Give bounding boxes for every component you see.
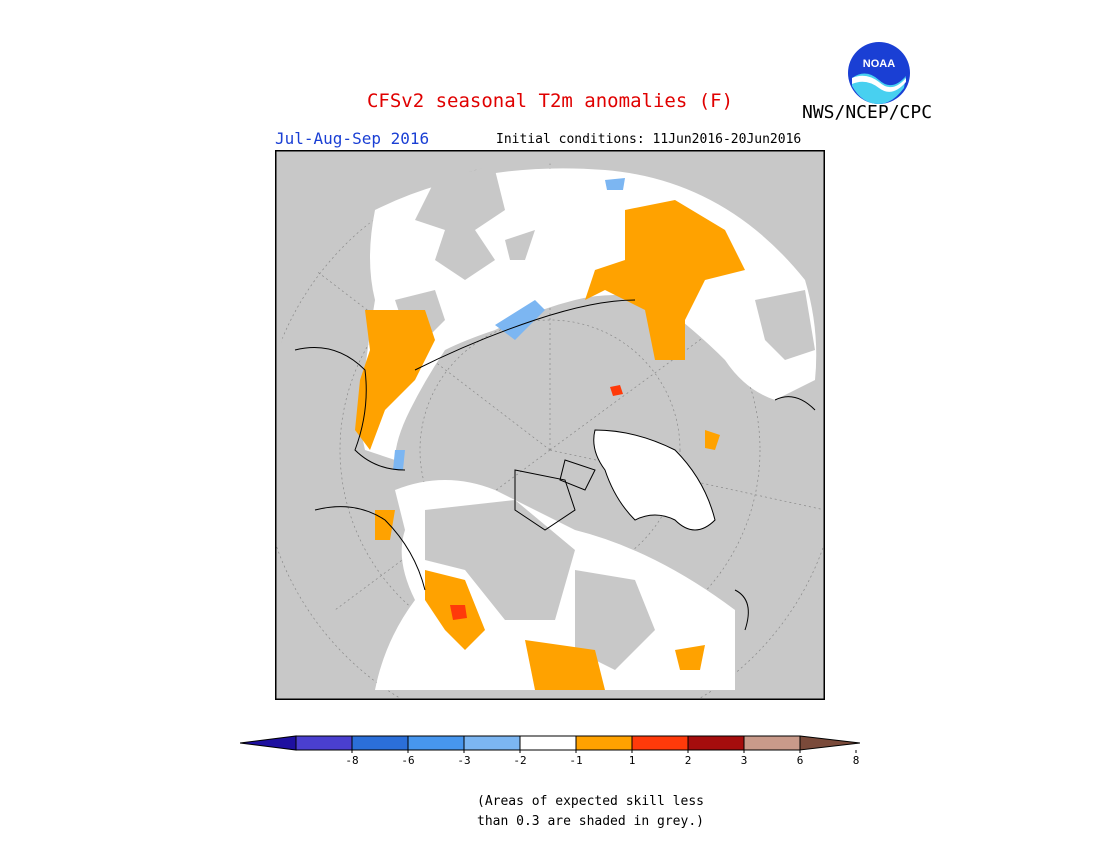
noaa-logo: NOAA [848, 42, 910, 104]
map-title: CFSv2 seasonal T2m anomalies (F) [366, 90, 734, 112]
legend-tick-label: 2 [685, 754, 692, 767]
meridian [314, 269, 551, 451]
skill-note: (Areas of expected skill less than 0.3 a… [477, 792, 704, 832]
legend-swatch [631, 735, 689, 751]
coastline [294, 347, 406, 471]
initial-conditions-label: Initial conditions: 11Jun2016-20Jun2016 [496, 132, 802, 147]
map-frame [275, 150, 825, 700]
legend-tick-label: 3 [741, 754, 748, 767]
warm-anomaly-siberia [355, 310, 435, 450]
legend-swatch [463, 735, 521, 751]
anomaly-map [275, 150, 825, 700]
legend-arrow-high [799, 735, 860, 751]
legend-tick-label: -3 [457, 754, 470, 767]
season-label: Jul-Aug-Sep 2016 [275, 129, 430, 148]
legend-swatch [743, 735, 801, 751]
warm-anomaly-central-na [525, 640, 605, 690]
legend-tick-label: -6 [401, 754, 414, 767]
legend-swatch [519, 735, 577, 751]
latitude-circle-inner [419, 319, 681, 581]
greenland-land [593, 429, 716, 531]
warm-anomaly-scandinavia [585, 200, 745, 360]
hot-anomaly-west [450, 605, 467, 620]
skill-note-line-1: (Areas of expected skill less [477, 794, 704, 809]
legend-tick-label: 1 [629, 754, 636, 767]
latitude-circle-mid [339, 239, 761, 661]
skill-note-line-2: than 0.3 are shaded in grey.) [477, 814, 704, 829]
hot-anomaly-svalbard [610, 385, 623, 396]
meridian [549, 269, 796, 451]
legend-swatch [295, 735, 353, 751]
svg-text:NOAA: NOAA [863, 58, 895, 70]
legend-tick-label: -1 [569, 754, 582, 767]
legend-swatch [575, 735, 633, 751]
archipelago-outline [514, 469, 576, 531]
legend-tick-label: -2 [513, 754, 526, 767]
legend-swatch [407, 735, 465, 751]
legend-arrow-low [240, 735, 297, 751]
legend-swatch [351, 735, 409, 751]
legend-tick-label: 6 [797, 754, 804, 767]
legend-tick-label: -8 [345, 754, 358, 767]
color-legend: -8 -6 -3 -2 -1 1 2 3 6 8 [240, 735, 860, 767]
legend-tick-label: 8 [853, 754, 860, 767]
agency-label: NWS/NCEP/CPC [802, 102, 933, 123]
legend-swatch [687, 735, 745, 751]
